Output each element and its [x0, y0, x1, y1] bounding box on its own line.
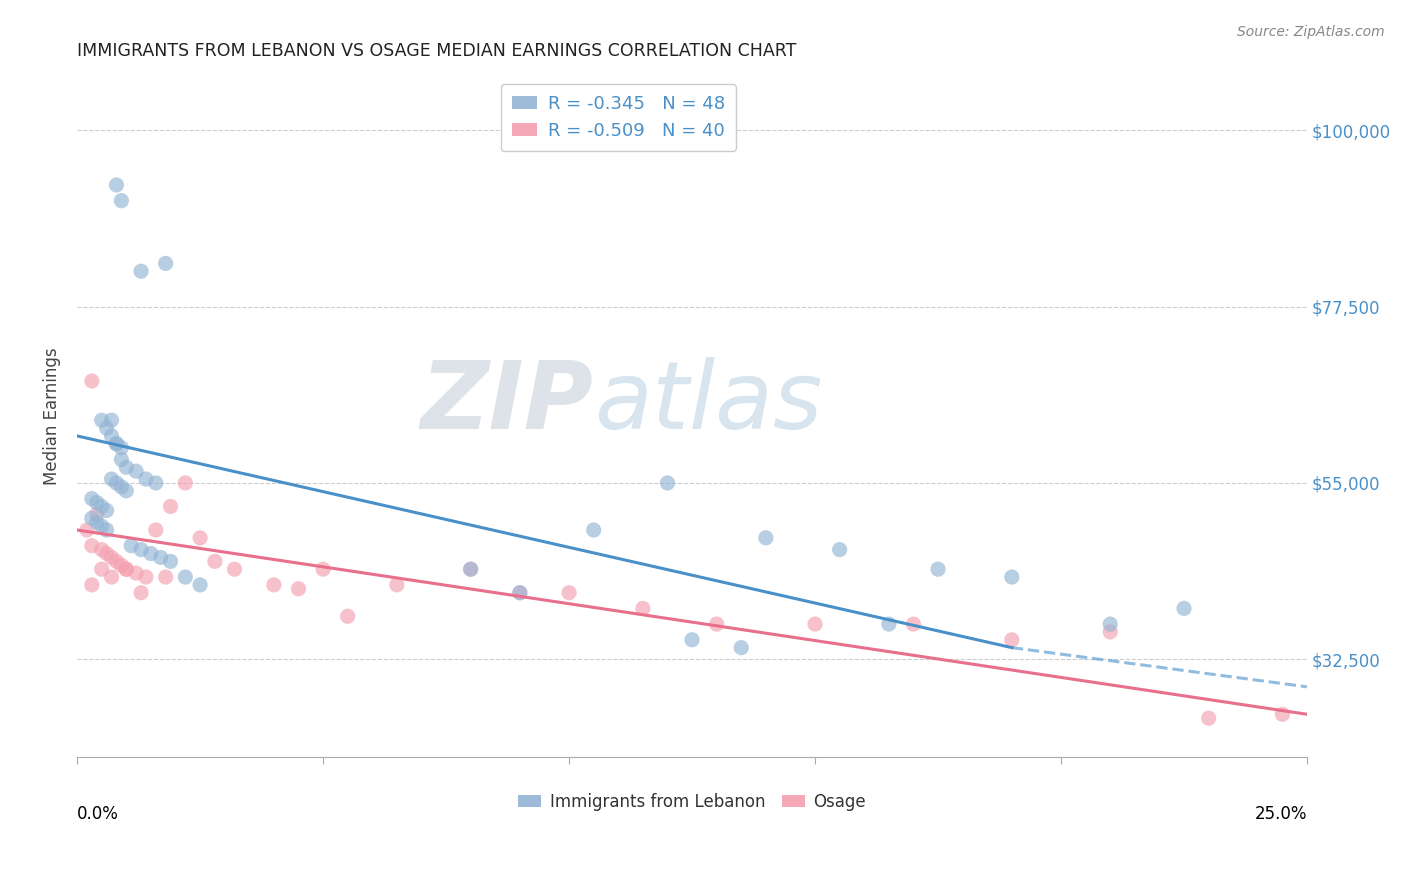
Point: [657, 475, 679, 490]
Point: [224, 562, 246, 576]
Point: [1001, 632, 1024, 647]
Point: [100, 570, 122, 584]
Point: [159, 500, 181, 514]
Point: [312, 562, 335, 576]
Point: [631, 601, 654, 615]
Point: [1173, 601, 1195, 615]
Point: [86, 495, 108, 509]
Point: [76, 523, 98, 537]
Text: ZIP: ZIP: [420, 357, 593, 449]
Point: [96, 503, 118, 517]
Point: [1198, 711, 1220, 725]
Point: [509, 585, 531, 599]
Point: [1001, 570, 1024, 584]
Point: [115, 483, 138, 498]
Point: [755, 531, 778, 545]
Point: [86, 515, 108, 529]
Point: [174, 570, 197, 584]
Point: [80, 374, 103, 388]
Point: [706, 617, 728, 632]
Y-axis label: Median Earnings: Median Earnings: [44, 348, 60, 485]
Point: [105, 178, 128, 192]
Point: [110, 558, 132, 573]
Point: [110, 480, 132, 494]
Legend: Immigrants from Lebanon, Osage: Immigrants from Lebanon, Osage: [512, 786, 873, 817]
Point: [804, 617, 827, 632]
Point: [105, 475, 128, 490]
Point: [110, 452, 132, 467]
Point: [558, 585, 581, 599]
Point: [149, 550, 172, 565]
Point: [188, 578, 211, 592]
Point: [80, 578, 103, 592]
Point: [129, 585, 152, 599]
Text: atlas: atlas: [593, 357, 823, 448]
Point: [80, 539, 103, 553]
Point: [460, 562, 482, 576]
Point: [110, 194, 132, 208]
Point: [903, 617, 925, 632]
Point: [188, 531, 211, 545]
Point: [96, 421, 118, 435]
Point: [105, 436, 128, 450]
Point: [1099, 624, 1122, 639]
Point: [139, 547, 162, 561]
Point: [125, 464, 148, 478]
Point: [174, 475, 197, 490]
Point: [129, 542, 152, 557]
Text: Source: ZipAtlas.com: Source: ZipAtlas.com: [1237, 25, 1385, 39]
Point: [145, 523, 167, 537]
Point: [287, 582, 309, 596]
Point: [80, 511, 103, 525]
Point: [129, 264, 152, 278]
Point: [86, 508, 108, 522]
Point: [730, 640, 752, 655]
Point: [263, 578, 285, 592]
Point: [110, 441, 132, 455]
Point: [145, 475, 167, 490]
Point: [582, 523, 605, 537]
Point: [336, 609, 359, 624]
Point: [877, 617, 900, 632]
Point: [100, 429, 122, 443]
Point: [460, 562, 482, 576]
Point: [509, 585, 531, 599]
Point: [204, 554, 226, 568]
Point: [115, 562, 138, 576]
Point: [105, 436, 128, 450]
Text: 25.0%: 25.0%: [1254, 805, 1308, 823]
Point: [105, 554, 128, 568]
Point: [100, 550, 122, 565]
Point: [1099, 617, 1122, 632]
Point: [90, 413, 112, 427]
Point: [681, 632, 703, 647]
Point: [115, 460, 138, 475]
Point: [125, 566, 148, 581]
Point: [1271, 707, 1294, 722]
Point: [80, 491, 103, 506]
Point: [828, 542, 851, 557]
Point: [96, 547, 118, 561]
Point: [135, 472, 157, 486]
Point: [90, 519, 112, 533]
Text: IMMIGRANTS FROM LEBANON VS OSAGE MEDIAN EARNINGS CORRELATION CHART: IMMIGRANTS FROM LEBANON VS OSAGE MEDIAN …: [77, 42, 796, 60]
Point: [96, 523, 118, 537]
Point: [100, 413, 122, 427]
Point: [90, 500, 112, 514]
Point: [120, 539, 142, 553]
Point: [385, 578, 408, 592]
Point: [155, 256, 177, 270]
Text: 0.0%: 0.0%: [77, 805, 120, 823]
Point: [155, 570, 177, 584]
Point: [927, 562, 949, 576]
Point: [100, 472, 122, 486]
Point: [90, 542, 112, 557]
Point: [115, 562, 138, 576]
Point: [135, 570, 157, 584]
Point: [90, 562, 112, 576]
Point: [159, 554, 181, 568]
